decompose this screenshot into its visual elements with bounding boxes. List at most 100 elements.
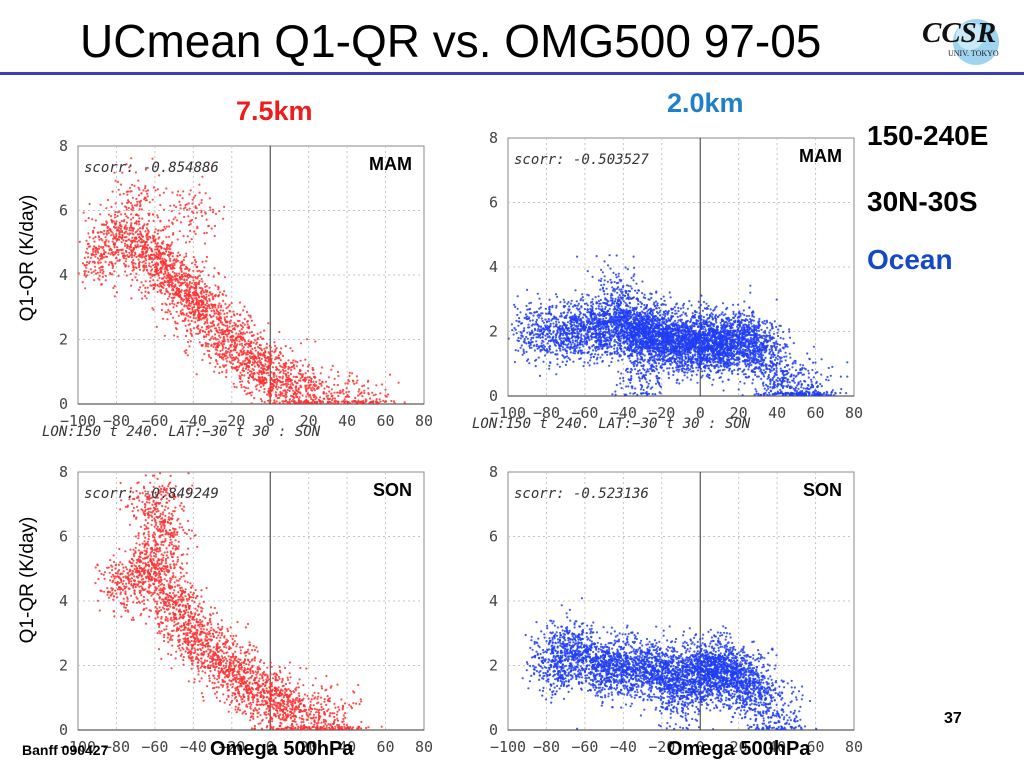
scatter-point [175,304,178,307]
scatter-point [343,401,346,404]
scatter-point [548,298,551,301]
scatter-point [114,210,117,214]
scatter-point [630,297,633,300]
scatter-point [576,319,579,323]
scatter-point [147,212,150,215]
scatter-point [130,284,133,287]
scatter-point [279,392,283,395]
scatter-point [180,289,183,292]
scatter-point [301,364,305,367]
scatter-point [233,327,236,330]
scatter-point [226,320,229,323]
scatter-point [153,253,156,256]
scatter-point [163,208,166,211]
scatter-point [169,253,172,256]
scatter-point [175,310,178,313]
scatter-point [264,359,267,362]
scatter-point [168,274,171,277]
scatter-point [299,379,302,382]
scatter-point [156,290,159,294]
x-tick-label: 60 [377,412,395,430]
scatter-point [187,202,190,205]
scatter-point [115,256,118,260]
scatter-point [99,203,102,206]
scatter-point [375,384,378,387]
scatter-point [187,276,190,279]
scatter-point [207,353,210,356]
scatter-point [244,386,248,389]
scatter-point [228,353,231,357]
scatter-point [121,233,124,236]
scatter-point [557,341,560,344]
scatter-point [203,282,206,286]
scatter-point [323,387,326,390]
scatter-point [628,328,631,331]
scatter-point [182,235,185,238]
scatter-point [128,232,132,235]
scatter-point [537,324,540,327]
scatter-point [378,398,381,401]
scatter-point [561,360,564,363]
scatter-point [126,193,129,196]
scatter-point [181,275,184,278]
x-tick-label: −40 [180,412,207,430]
scatter-point [514,328,517,331]
scatter-point [582,321,585,324]
scatter-point [226,329,229,332]
scatter-point [145,227,148,230]
scatter-point [630,334,633,337]
scatter-point [541,336,544,339]
scatter-point [554,293,558,296]
scatter-point [99,257,102,260]
scatter-point [621,341,624,344]
scatter-point [149,284,152,287]
scatter-point [96,257,99,260]
scatter-point [529,338,533,341]
scatter-point [518,317,521,320]
scatter-point [601,345,604,348]
scatter-point [120,229,123,232]
scatter-point [591,332,594,335]
scatter-point [573,329,576,332]
scatter-point [93,279,96,282]
scatter-point [216,362,219,365]
scatter-point [182,282,185,285]
scatter-point [175,258,178,261]
scatter-point [363,391,366,395]
scatter-point [184,334,188,338]
scatter-point [560,339,563,342]
scatter-point [577,317,580,320]
scatter-point [624,320,627,323]
scatter-point [301,394,304,397]
scatter-point [308,401,312,404]
scatter-point [164,227,167,230]
scatter-point [298,401,301,404]
scatter-point [367,392,370,395]
scatter-point [113,213,117,216]
scatter-point [224,302,227,306]
scatter-point [156,283,159,287]
scatter-point [313,376,316,379]
scatter-point [194,285,198,289]
scatter-point [167,284,170,287]
scatter-point [568,337,571,340]
scatter-point [183,215,186,218]
scatter-point [207,224,210,227]
scatter-point [248,392,252,395]
scatter-point [165,236,168,239]
scatter-point [172,289,175,292]
scatter-point [211,292,214,295]
scatter-point [204,315,207,318]
scatter-point [137,220,140,223]
scatter-point [166,243,169,246]
scatter-point [321,381,324,384]
scatter-point [520,344,523,347]
scatter-point [187,304,190,307]
scatter-point [168,235,171,238]
scatter-point [97,261,100,264]
scatter-point [529,319,532,322]
scatter-point [117,251,120,254]
scatter-point [655,291,658,294]
scatter-point [224,333,227,336]
scatter-point [250,352,253,355]
